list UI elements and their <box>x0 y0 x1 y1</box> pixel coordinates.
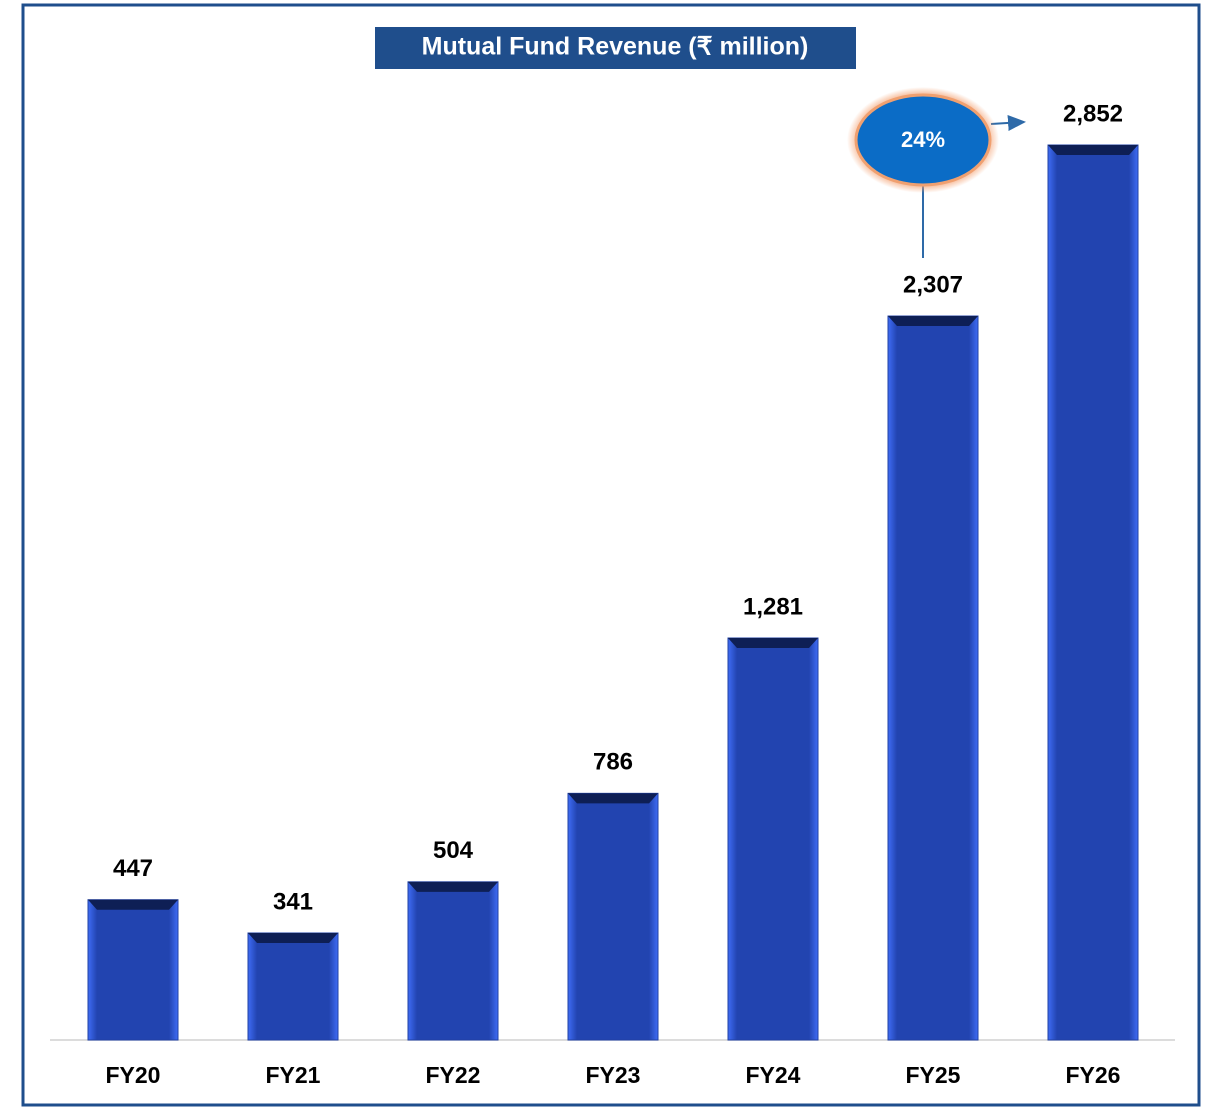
chart-title: Mutual Fund Revenue (₹ million) <box>422 33 809 61</box>
x-tick-label: FY22 <box>426 1062 481 1088</box>
annotation-bubble <box>854 93 992 187</box>
value-label: 1,281 <box>743 593 803 620</box>
bar <box>727 637 819 1041</box>
bar-top <box>568 793 658 804</box>
bar <box>1047 144 1139 1041</box>
x-tick-label: FY23 <box>586 1062 641 1088</box>
value-label: 786 <box>593 749 633 776</box>
bar-top <box>408 881 498 892</box>
x-tick-label: FY21 <box>266 1062 321 1088</box>
frame <box>21 3 1201 1107</box>
bar-top <box>248 932 338 943</box>
value-label: 504 <box>433 837 474 864</box>
bar-top <box>1048 145 1138 155</box>
bar <box>87 899 179 1041</box>
value-label: 341 <box>273 888 313 915</box>
x-tick-label: FY24 <box>746 1062 801 1088</box>
value-label: 447 <box>113 855 153 882</box>
x-tick-label: FY20 <box>106 1062 161 1088</box>
bar-top <box>728 638 818 649</box>
bar <box>887 315 979 1041</box>
x-tick-label: FY26 <box>1066 1062 1121 1088</box>
bar-top <box>88 899 178 910</box>
bar <box>407 881 499 1041</box>
bar <box>567 792 659 1041</box>
value-label: 2,307 <box>903 271 963 298</box>
bar-top <box>888 316 978 327</box>
bar <box>247 932 339 1041</box>
title-box <box>375 27 856 69</box>
value-label: 2,852 <box>1063 100 1123 127</box>
annotation-text: 24% <box>901 127 945 152</box>
x-tick-label: FY25 <box>906 1062 961 1088</box>
annotation-arrow <box>990 114 1026 131</box>
